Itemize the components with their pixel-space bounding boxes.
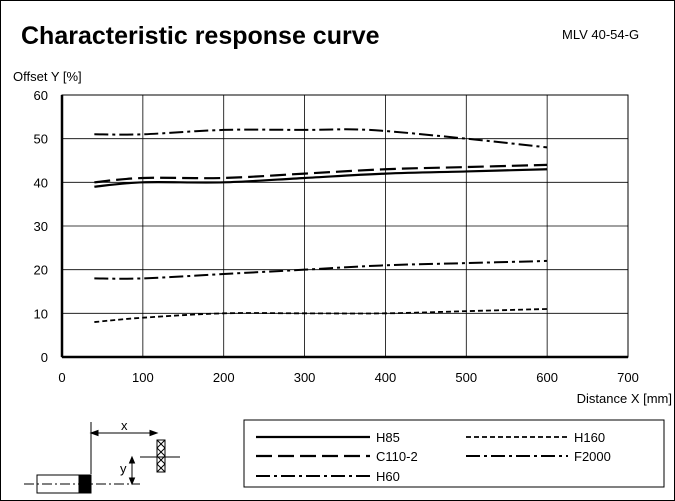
model-label: MLV 40-54-G bbox=[562, 27, 640, 42]
legend-label-h60: H60 bbox=[376, 469, 400, 484]
y-axis-label: Offset Y [%] bbox=[13, 69, 82, 84]
x-tick-label: 100 bbox=[132, 370, 154, 385]
diagram-y-label: y bbox=[120, 461, 127, 476]
x-tick-label: 500 bbox=[455, 370, 477, 385]
legend-label-h160: H160 bbox=[574, 430, 605, 445]
reflector bbox=[156, 439, 166, 473]
x-tick-label: 0 bbox=[58, 370, 65, 385]
legend: H85 C110-2 H60 H160 F2000 bbox=[256, 430, 611, 484]
y-tick-label: 30 bbox=[34, 219, 48, 234]
y-tick-label: 60 bbox=[34, 88, 48, 103]
legend-box bbox=[243, 419, 665, 488]
x-tick-label: 200 bbox=[213, 370, 235, 385]
legend-label-c110-2: C110-2 bbox=[376, 449, 418, 464]
series-line-c110-2 bbox=[94, 163, 548, 184]
diagram-x-label: x bbox=[121, 418, 128, 433]
x-axis-label: Distance X [mm] bbox=[577, 391, 672, 406]
legend-label-f2000: F2000 bbox=[574, 449, 611, 464]
series-line-h85 bbox=[94, 168, 548, 188]
axes: 0 100 200 300 400 500 600 700 0 10 20 30 40 50 60 bbox=[34, 88, 639, 385]
y-tick-label: 40 bbox=[34, 175, 48, 190]
series-line-h160 bbox=[94, 308, 548, 323]
x-tick-label: 400 bbox=[375, 370, 397, 385]
y-tick-label: 0 bbox=[41, 350, 48, 365]
series-lines bbox=[94, 128, 548, 323]
y-tick-label: 10 bbox=[34, 306, 48, 321]
y-tick-label: 50 bbox=[34, 132, 48, 147]
x-tick-label: 700 bbox=[617, 370, 639, 385]
legend-label-h85: H85 bbox=[376, 430, 400, 445]
x-tick-label: 600 bbox=[536, 370, 558, 385]
x-tick-label: 300 bbox=[294, 370, 316, 385]
series-line-h60 bbox=[94, 259, 548, 280]
series-line-f2000 bbox=[94, 128, 548, 149]
sensor-diagram bbox=[24, 422, 180, 494]
y-tick-label: 20 bbox=[34, 263, 48, 278]
chart-title: Characteristic response curve bbox=[21, 22, 380, 50]
